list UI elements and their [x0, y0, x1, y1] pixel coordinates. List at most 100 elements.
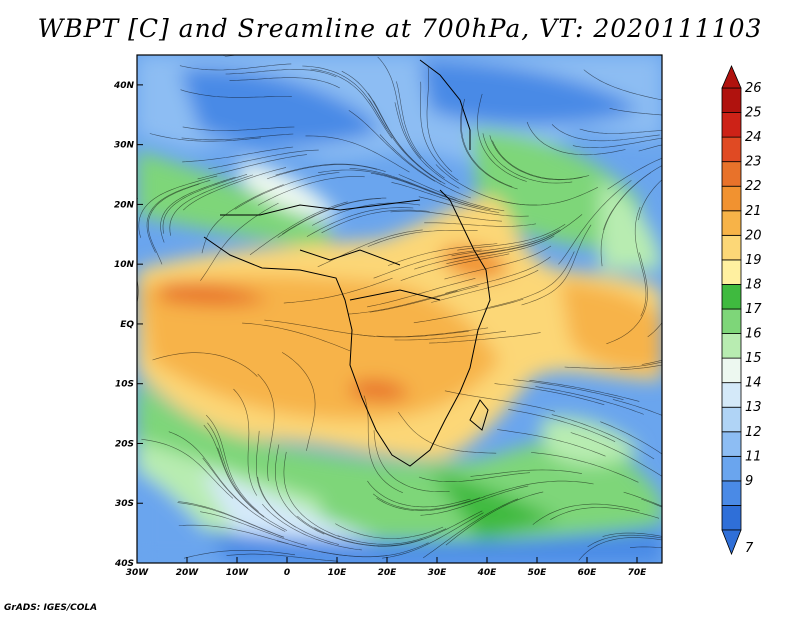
streamline [550, 507, 660, 520]
streamline [162, 174, 248, 234]
streamline [508, 409, 616, 442]
streamline [160, 176, 236, 243]
streamline [281, 197, 387, 235]
streamline [526, 121, 626, 156]
streamline [319, 542, 429, 558]
streamline [379, 134, 471, 199]
streamline [484, 251, 575, 309]
streamline [435, 164, 538, 206]
streamline [264, 319, 376, 337]
colorbar-label: 25 [745, 106, 762, 121]
streamline [444, 390, 555, 412]
streamline [182, 126, 295, 131]
streamline [451, 229, 560, 257]
latitude-axis: 40S 30S 20S 10S EQ 10N 20N 30N 40N [113, 81, 143, 569]
lon-tick-label: 0 [284, 568, 290, 578]
streamline [200, 511, 307, 546]
streamline [197, 154, 307, 180]
colorbar-swatch [721, 87, 742, 113]
streamline [305, 135, 410, 173]
colorbar-swatch [721, 112, 742, 138]
streamline [420, 485, 529, 516]
streamline [369, 285, 479, 313]
streamline [445, 256, 551, 294]
streamline [149, 133, 262, 142]
streamline [335, 523, 444, 539]
streamline [310, 68, 393, 139]
streamline [602, 532, 662, 537]
streamline [283, 277, 393, 304]
lat-tick-label: 10N [114, 260, 135, 270]
streamline [368, 98, 442, 183]
streamline [208, 149, 319, 169]
lon-tick-label: 70E [628, 568, 648, 578]
streamline [400, 253, 510, 281]
colorbar-swatch [721, 455, 742, 482]
streamline [349, 168, 457, 201]
streamline [479, 214, 583, 255]
streamline [348, 290, 458, 315]
streamline [169, 174, 254, 236]
colorbar-label: 24 [745, 130, 762, 145]
streamline [200, 202, 279, 281]
streamline [180, 89, 292, 98]
streamline [376, 327, 489, 337]
map-title: WBPT [C] and Sreamline at 700hPa, VT: 20… [37, 14, 763, 43]
colorbar-swatch [721, 431, 742, 457]
streamline [152, 352, 258, 377]
streamline [201, 184, 284, 254]
streamline [373, 430, 450, 492]
streamline [225, 69, 337, 78]
colorbar-label: 17 [745, 302, 762, 317]
colorbar-label: 16 [745, 327, 762, 342]
streamline [489, 135, 583, 181]
lat-tick-label: 20S [115, 439, 134, 449]
colorbar-swatch [721, 185, 742, 212]
streamline [570, 432, 662, 477]
streamline [394, 102, 460, 189]
streamline [641, 359, 662, 365]
longitude-axis: 30W 20W 10W 0 10E 20E 30E 40E 50E 60E 70E [126, 557, 647, 578]
colorbar-label: 11 [745, 449, 762, 464]
streamline [424, 222, 536, 227]
streamline [363, 395, 403, 493]
streamline [179, 63, 292, 71]
colorbar-label: 13 [745, 400, 762, 415]
streamline [367, 230, 478, 247]
lat-tick-label: 40S [114, 559, 134, 569]
streamline [647, 322, 662, 338]
streamline [587, 534, 662, 548]
streamline [641, 498, 662, 508]
colorbar-label: 18 [745, 277, 762, 292]
streamline [312, 202, 421, 226]
streamline [387, 243, 498, 266]
streamline [274, 444, 325, 535]
streamline [205, 414, 259, 512]
streamline [414, 245, 524, 270]
streamline-layer [137, 55, 662, 562]
streamline [373, 249, 482, 279]
streamline [634, 206, 647, 317]
colorbar-label: 20 [745, 228, 762, 243]
lon-tick-label: 20W [176, 568, 200, 578]
streamline [431, 269, 539, 303]
streamline [418, 196, 529, 217]
streamline [183, 167, 287, 211]
streamline [551, 124, 660, 142]
streamline [229, 77, 340, 89]
streamline [348, 110, 436, 182]
streamline [620, 364, 662, 370]
colorbar-label: 22 [745, 179, 762, 194]
streamline [168, 431, 249, 509]
streamline [483, 480, 594, 497]
streamline [390, 210, 502, 222]
coastline-layer [203, 59, 491, 467]
colorbar-swatch [721, 333, 742, 359]
streamline [376, 496, 485, 511]
streamline [497, 429, 606, 457]
lon-tick-label: 40E [477, 568, 498, 578]
streamline [426, 67, 453, 173]
streamline [181, 133, 294, 141]
lat-tick-label: 40N [113, 81, 135, 91]
